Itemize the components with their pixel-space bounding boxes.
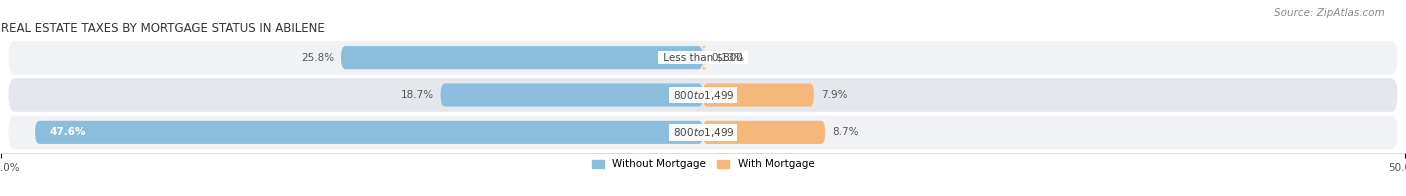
Text: 18.7%: 18.7%: [401, 90, 433, 100]
Text: $800 to $1,499: $800 to $1,499: [671, 126, 735, 139]
Text: Source: ZipAtlas.com: Source: ZipAtlas.com: [1274, 8, 1385, 18]
FancyBboxPatch shape: [703, 121, 825, 144]
Text: 7.9%: 7.9%: [821, 90, 848, 100]
FancyBboxPatch shape: [703, 83, 814, 107]
Text: 47.6%: 47.6%: [49, 127, 86, 137]
FancyBboxPatch shape: [702, 46, 707, 69]
Text: $800 to $1,499: $800 to $1,499: [671, 89, 735, 102]
FancyBboxPatch shape: [35, 121, 703, 144]
FancyBboxPatch shape: [440, 83, 703, 107]
Text: 0.13%: 0.13%: [711, 53, 745, 63]
Text: REAL ESTATE TAXES BY MORTGAGE STATUS IN ABILENE: REAL ESTATE TAXES BY MORTGAGE STATUS IN …: [1, 22, 325, 35]
Text: 25.8%: 25.8%: [301, 53, 335, 63]
FancyBboxPatch shape: [8, 116, 1398, 149]
Legend: Without Mortgage, With Mortgage: Without Mortgage, With Mortgage: [588, 155, 818, 173]
Text: Less than $800: Less than $800: [659, 53, 747, 63]
FancyBboxPatch shape: [8, 41, 1398, 74]
FancyBboxPatch shape: [8, 78, 1398, 112]
Text: 8.7%: 8.7%: [832, 127, 859, 137]
FancyBboxPatch shape: [342, 46, 703, 69]
